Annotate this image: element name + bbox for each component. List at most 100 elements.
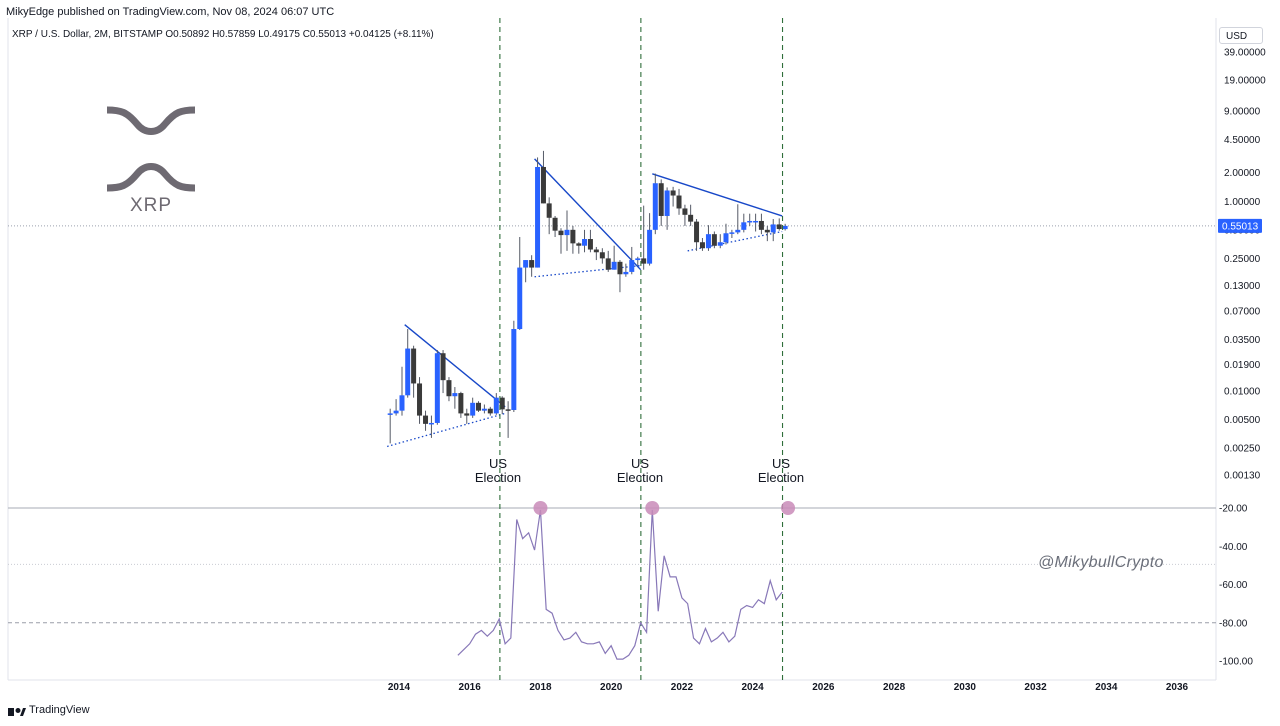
time-tick-label: 2024 (741, 682, 764, 693)
candle-layer (387, 150, 788, 444)
election-label-line2: Election (474, 470, 522, 485)
candle-down (593, 249, 599, 253)
candle-up (623, 271, 629, 275)
candle-up (493, 397, 499, 414)
trendline-descending-resistance-3 (652, 173, 783, 217)
candle-down (499, 397, 505, 410)
indicator-tick-label: -40.00 (1219, 542, 1248, 553)
candle-up (705, 234, 711, 249)
xrp-logo-icon (106, 106, 196, 192)
candle-up (635, 258, 641, 261)
tradingview-footer[interactable]: TradingView (6, 704, 90, 716)
price-tick-label: 4.50000 (1224, 135, 1261, 146)
price-tick-label: 0.01900 (1224, 360, 1261, 371)
candle-down (558, 230, 564, 236)
candle-up (452, 393, 458, 397)
election-line-layer (499, 18, 784, 680)
trendline-ascending-support-1 (387, 412, 506, 448)
time-tick-label: 2034 (1095, 682, 1118, 693)
published-info: MikyEdge published on TradingView.com, N… (6, 6, 335, 18)
candle-up (481, 408, 487, 411)
candle-up (399, 395, 405, 411)
candle-up (470, 402, 476, 416)
candle-down (423, 415, 429, 424)
candle-down (552, 217, 558, 231)
indicator-peak-marker (533, 501, 548, 515)
time-tick-label: 2014 (388, 682, 411, 693)
candle-up (405, 348, 411, 396)
indicator-tick-label: -100.00 (1219, 657, 1253, 668)
price-tick-label: 39.00000 (1224, 48, 1266, 59)
candle-up (664, 190, 670, 216)
candle-up (770, 224, 776, 233)
candle-up (647, 229, 653, 264)
candle-down (658, 183, 664, 216)
election-label-line2: Election (616, 470, 664, 485)
candle-down (505, 409, 511, 411)
election-label-line1: US (771, 456, 791, 471)
price-tick-label: 0.00130 (1224, 471, 1261, 482)
candle-down (599, 252, 605, 259)
candle-down (417, 383, 423, 416)
candle-up (393, 410, 399, 414)
indicator-tick-label: -20.00 (1219, 504, 1248, 515)
price-tick-label: 9.00000 (1224, 106, 1261, 117)
trendline-descending-resistance-2 (534, 158, 642, 271)
time-tick-label: 2016 (459, 682, 482, 693)
time-tick-label: 2018 (529, 682, 552, 693)
candle-up (434, 353, 440, 423)
price-tick-label: 0.25000 (1224, 254, 1261, 265)
trendline-flat-support-2 (534, 264, 641, 278)
candle-up (717, 242, 723, 246)
price-tick-label: 1.00000 (1224, 197, 1261, 208)
tradingview-logo-icon (8, 708, 26, 716)
price-tick-label: 0.00250 (1224, 444, 1261, 455)
time-tick-label: 2036 (1166, 682, 1189, 693)
candle-up (523, 260, 529, 268)
candle-down (758, 220, 764, 230)
trendline-descending-resistance-1 (404, 324, 506, 408)
election-label-2024: US Election (741, 457, 821, 485)
election-label-line1: US (488, 456, 508, 471)
candle-down (587, 239, 593, 250)
candle-up (611, 261, 617, 270)
price-tick-label: 19.00000 (1224, 76, 1266, 87)
indicator-layer (457, 501, 796, 660)
current-price-label: 0.55013 (1222, 221, 1259, 232)
candle-down (540, 166, 546, 204)
candle-down (670, 190, 676, 196)
candle-down (546, 203, 552, 218)
candle-up (517, 267, 523, 330)
candle-down (570, 229, 576, 244)
time-tick-label: 2020 (600, 682, 623, 693)
candle-down (576, 243, 582, 246)
price-tick-label: 0.13000 (1224, 281, 1261, 292)
election-label-2016: US Election (458, 457, 538, 485)
time-tick-label: 2032 (1024, 682, 1047, 693)
candle-down (487, 408, 493, 414)
indicator-tick-label: -80.00 (1219, 618, 1248, 629)
candle-down (688, 214, 694, 222)
candle-down (682, 208, 688, 215)
candle-up (428, 422, 434, 425)
candle-up (741, 222, 747, 230)
candle-up (535, 166, 541, 268)
candle-up (511, 329, 517, 410)
candle-down (641, 258, 647, 264)
indicator-peak-marker (781, 501, 796, 515)
candle-down (458, 393, 464, 414)
candle-up (782, 225, 788, 230)
candle-down (711, 234, 717, 246)
candle-down (475, 402, 481, 411)
currency-selector[interactable]: USD (1219, 27, 1263, 44)
candle-down (776, 224, 782, 230)
price-tick-label: 0.01000 (1224, 386, 1261, 397)
candle-down (617, 261, 623, 275)
indicator-tick-label: -60.00 (1219, 580, 1248, 591)
price-tick-label: 0.07000 (1224, 306, 1261, 317)
candle-down (411, 348, 417, 384)
candle-down (764, 229, 770, 233)
candle-up (753, 220, 759, 223)
candle-up (747, 220, 753, 223)
